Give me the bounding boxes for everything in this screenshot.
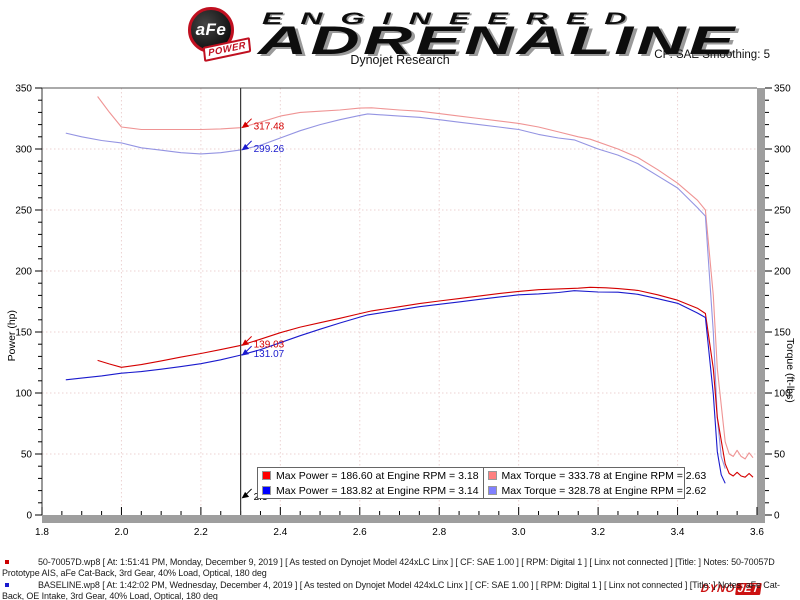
svg-text:250: 250 xyxy=(774,206,791,217)
svg-text:0: 0 xyxy=(774,511,780,522)
svg-text:2.2: 2.2 xyxy=(194,527,208,538)
svg-text:2.0: 2.0 xyxy=(114,527,128,538)
cursor-value-label: 317.48 xyxy=(254,122,285,133)
svg-text:2.6: 2.6 xyxy=(353,527,367,538)
svg-text:300: 300 xyxy=(774,145,791,156)
series-power-BASELINE xyxy=(65,290,726,484)
svg-text:350: 350 xyxy=(774,84,791,95)
legend-text: Max Power = 183.82 at Engine RPM = 3.14 xyxy=(276,484,479,497)
run-note-2: BASELINE.wp8 [ At: 1:42:02 PM, Wednesday… xyxy=(2,580,798,600)
svg-text:150: 150 xyxy=(774,328,791,339)
svg-text:150: 150 xyxy=(15,328,32,339)
legend-text: Max Torque = 333.78 at Engine RPM = 2.63 xyxy=(501,469,707,482)
title-engineered: ENGINEERED xyxy=(262,9,645,28)
dyno-chart: 1.8 2.0 2.2 2.4 2.6 2.8 3.0 3.2 3.4 3.6 0 0 50 50 100 1… xyxy=(0,80,800,595)
legend-item-torque-run1: Max Torque = 333.78 at Engine RPM = 2.63 xyxy=(484,468,711,483)
svg-text:200: 200 xyxy=(774,267,791,278)
cursor-value-label: 139.03 xyxy=(254,339,285,350)
svg-text:3.4: 3.4 xyxy=(671,527,685,538)
series-power-50-70057D xyxy=(97,286,754,478)
svg-text:0: 0 xyxy=(26,511,32,522)
run-notes: 50-70057D.wp8 [ At: 1:51:41 PM, Monday, … xyxy=(0,557,800,600)
run1-bullet xyxy=(5,560,9,564)
grid xyxy=(42,88,757,515)
cursor-value-label: 299.26 xyxy=(254,144,285,155)
legend-item-torque-run2: Max Torque = 328.78 at Engine RPM = 2.62 xyxy=(484,483,711,498)
dynojet-research-subtitle: Dynojet Research xyxy=(350,53,450,67)
svg-text:50: 50 xyxy=(21,450,33,461)
torque-axis-title: Torque (ft-lbs) xyxy=(784,338,796,403)
axes: 1.8 2.0 2.2 2.4 2.6 2.8 3.0 3.2 3.4 3.6 0 0 50 50 100 1… xyxy=(15,84,791,539)
series xyxy=(65,96,754,484)
series-torque-BASELINE xyxy=(65,113,726,469)
legend-text: Max Torque = 328.78 at Engine RPM = 2.62 xyxy=(501,484,707,497)
run2-text: BASELINE.wp8 [ At: 1:42:02 PM, Wednesday… xyxy=(2,580,780,600)
legend-text: Max Power = 186.60 at Engine RPM = 3.18 xyxy=(276,469,479,482)
run-note-1: 50-70057D.wp8 [ At: 1:51:41 PM, Monday, … xyxy=(2,557,798,579)
series-torque-50-70057D xyxy=(97,96,754,460)
svg-text:1.8: 1.8 xyxy=(35,527,49,538)
legend-swatch-blue xyxy=(262,486,271,495)
svg-text:2.4: 2.4 xyxy=(273,527,287,538)
legend-item-power-run1: Max Power = 186.60 at Engine RPM = 3.18 xyxy=(258,468,484,483)
legend-swatch-lightblue xyxy=(487,486,497,495)
svg-text:3.0: 3.0 xyxy=(512,527,526,538)
afe-power-logo: aFe POWER xyxy=(186,6,261,66)
max-values-legend: Max Power = 186.60 at Engine RPM = 3.18 … xyxy=(257,467,706,499)
svg-text:100: 100 xyxy=(15,389,32,400)
svg-text:50: 50 xyxy=(774,450,786,461)
power-axis-title: Power (hp) xyxy=(6,310,18,362)
svg-text:3.6: 3.6 xyxy=(750,527,764,538)
svg-text:200: 200 xyxy=(15,267,32,278)
dyno-chart-plot[interactable]: 1.8 2.0 2.2 2.4 2.6 2.8 3.0 3.2 3.4 3.6 0 0 50 50 100 1… xyxy=(0,80,800,555)
legend-item-power-run2: Max Power = 183.82 at Engine RPM = 3.14 xyxy=(258,483,484,498)
afe-logo-circle: aFe xyxy=(188,7,234,53)
legend-swatch-pink xyxy=(487,471,497,480)
svg-text:2.8: 2.8 xyxy=(432,527,446,538)
svg-text:300: 300 xyxy=(15,145,32,156)
svg-text:250: 250 xyxy=(15,206,32,217)
run1-text: 50-70057D.wp8 [ At: 1:51:41 PM, Monday, … xyxy=(2,557,775,578)
svg-text:3.2: 3.2 xyxy=(591,527,605,538)
title-adrenaline: ADRENALINE xyxy=(258,19,738,63)
cf-smoothing-label: CF: SAE Smoothing: 5 xyxy=(654,49,770,61)
svg-text:350: 350 xyxy=(15,84,32,95)
run2-bullet xyxy=(5,583,9,587)
svg-text:100: 100 xyxy=(774,389,791,400)
cursor-value-label: 131.07 xyxy=(254,349,285,360)
legend-swatch-red xyxy=(262,471,271,480)
